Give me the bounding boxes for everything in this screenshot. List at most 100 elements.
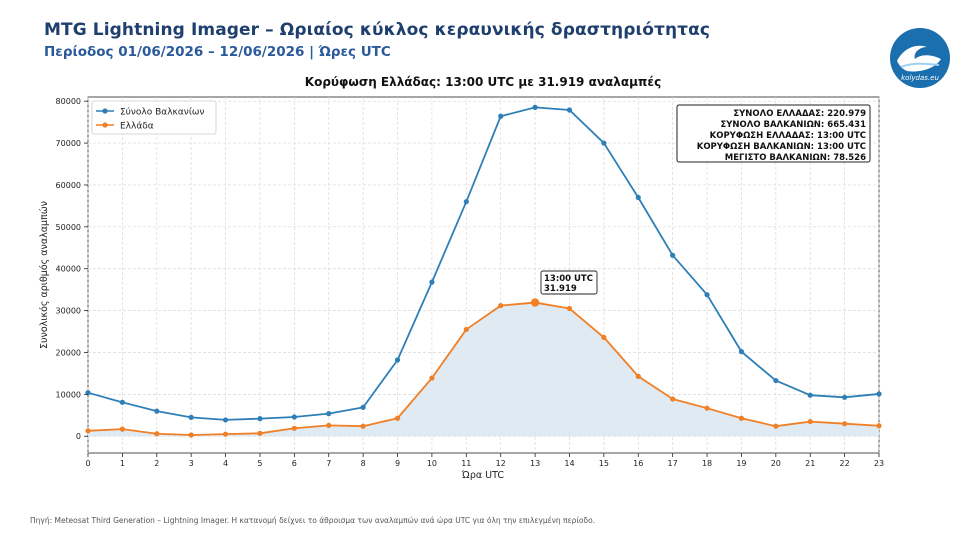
stats-line: ΜΕΓΙΣΤΟ ΒΑΛΚΑΝΙΩΝ: 78.526 [725,153,866,163]
data-point-greece [154,431,160,437]
data-point-greece [326,422,332,428]
x-axis-label: Ώρα UTC [461,470,504,481]
data-point-greece [807,418,813,425]
series-line-balkans [87,106,880,421]
data-point-balkans [222,417,229,423]
greece-area-fill [88,302,879,437]
area-fill [88,302,879,437]
data-point-balkans [326,411,332,417]
data-point-balkans [807,392,813,398]
legend: Σύνολο Βαλκανίων Ελλάδα [91,100,217,135]
x-tick-label: 4 [223,459,228,468]
x-tick-label: 19 [736,459,746,468]
data-point-balkans [532,104,538,110]
peak-annotation-time: 13:00 UTC [544,274,593,284]
page-title: MTG Lightning Imager – Ωριαίος κύκλος κε… [44,20,711,40]
data-point-greece [704,405,710,411]
peak-annotation-value: 31.919 [544,284,577,294]
stats-line: ΚΟΡΥΦΩΣΗ ΒΑΛΚΑΝΙΩΝ: 13:00 UTC [697,142,866,152]
series-lines [87,106,880,436]
data-point-greece [222,431,229,437]
data-point-balkans [876,391,882,397]
data-point-greece [360,423,366,429]
y-tick-label: 70000 [56,139,81,148]
peak-marker [530,298,540,307]
data-point-greece [670,396,676,402]
data-point-balkans [360,404,366,410]
data-point-greece [394,415,401,421]
x-tick-label: 10 [427,459,437,468]
y-tick-label: 60000 [56,181,81,190]
y-tick-label: 0 [76,432,81,441]
wave-logo-icon: kolydas.eu [890,28,950,88]
x-tick-label: 0 [85,459,90,468]
x-tick-label: 1 [120,459,125,468]
stats-box: ΣΥΝΟΛΟ ΕΛΛΑΔΑΣ: 220.979 ΣΥΝΟΛΟ ΒΑΛΚΑΝΙΩΝ… [676,104,871,163]
stats-line: ΣΥΝΟΛΟ ΕΛΛΑΔΑΣ: 220.979 [733,109,866,119]
stats-line: ΚΟΡΥΦΩΣΗ ΕΛΛΑΔΑΣ: 13:00 UTC [710,131,866,141]
source-note: Πηγή: Meteosat Third Generation – Lightn… [30,516,596,525]
data-point-balkans [188,414,194,420]
y-axis-label: Συνολικός αριθμός αναλαμπών [39,201,50,349]
x-tick-label: 18 [702,459,712,468]
x-tick-label: 11 [461,459,471,468]
data-point-greece [119,426,125,432]
series-line-greece [87,301,880,436]
x-tick-label: 9 [395,459,400,468]
stats-line: ΣΥΝΟΛΟ ΒΑΛΚΑΝΙΩΝ: 665.431 [720,120,866,130]
x-tick-label: 6 [292,459,297,468]
legend-marker-greece [102,122,108,128]
x-tick-label: 20 [771,459,781,468]
axes: 0 10000 20000 30000 40000 50000 60000 70000 8000… [56,97,885,468]
x-tick-label: 7 [326,459,331,468]
y-tick-label: 80000 [56,97,81,106]
data-point-greece [291,425,297,431]
data-point-greece [85,428,91,434]
legend-label-balkans: Σύνολο Βαλκανίων [120,107,204,118]
data-point-balkans [463,199,469,205]
x-tick-label: 2 [154,459,159,468]
x-tick-label: 17 [668,459,678,468]
x-tick-label: 8 [361,459,366,468]
y-tick-label: 30000 [56,307,81,316]
y-tick-label: 40000 [56,265,81,274]
data-point-balkans [670,252,676,258]
data-point-balkans [257,416,263,422]
data-point-balkans [704,292,710,298]
data-point-greece [876,423,882,429]
x-tick-label: 23 [874,459,884,468]
x-tick-label: 13 [530,459,540,468]
data-point-greece [257,430,263,436]
data-point-balkans [119,399,125,405]
data-point-balkans [394,357,401,363]
legend-marker-balkans [102,108,108,114]
data-point-greece [773,423,779,429]
data-point-balkans [738,349,745,355]
legend-label-greece: Ελλάδα [120,122,154,132]
chart-title: Κορύφωση Ελλάδας: 13:00 UTC με 31.919 αν… [305,75,661,89]
data-point-greece [463,326,469,333]
data-point-greece [635,373,641,379]
data-point-greece [842,421,848,427]
data-point-balkans [154,408,160,414]
x-tick-label: 5 [257,459,262,468]
data-point-balkans [429,279,435,285]
x-tick-label: 22 [840,459,850,468]
x-tick-label: 21 [805,459,815,468]
data-point-greece [429,375,435,381]
data-point-balkans [635,194,641,201]
data-point-greece [498,302,504,309]
data-point-greece [566,305,573,312]
x-tick-label: 16 [633,459,643,468]
y-tick-label: 50000 [56,223,81,232]
data-point-greece [738,415,745,421]
data-point-balkans [842,394,848,400]
logo-text: kolydas.eu [901,74,939,82]
y-tick-label: 20000 [56,348,81,357]
x-tick-label: 14 [564,459,574,468]
data-point-balkans [566,107,573,113]
data-point-balkans [773,377,779,384]
data-point-balkans [498,113,504,119]
x-tick-label: 15 [599,459,609,468]
